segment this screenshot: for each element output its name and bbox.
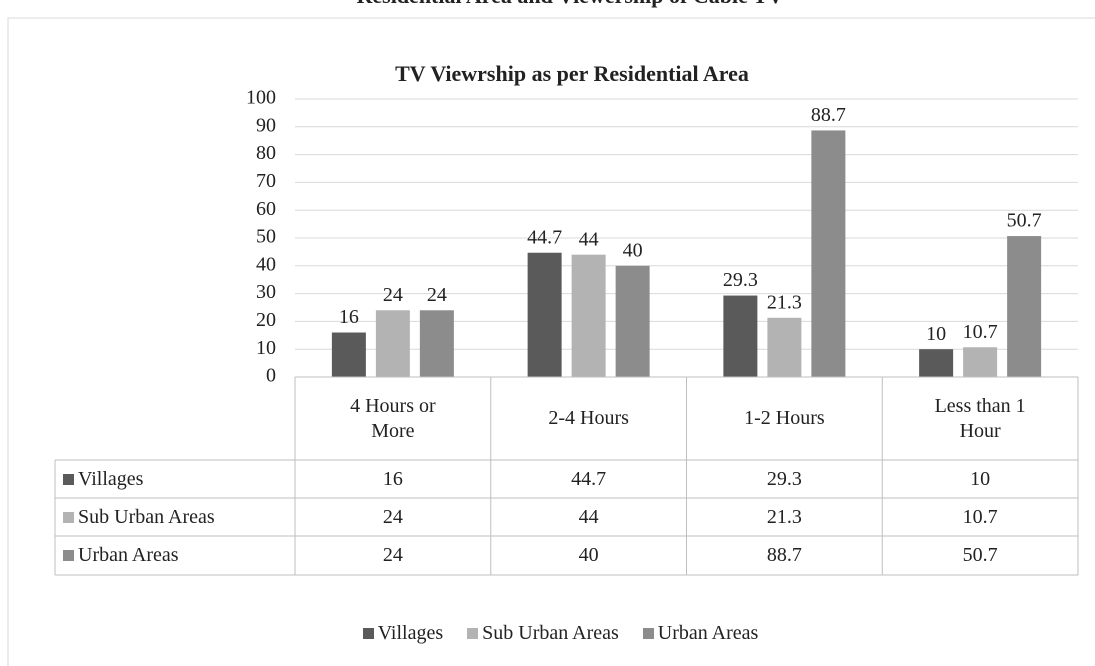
table-value: 29.3 [766,467,802,490]
table-row-header: Sub Urban Areas [55,498,295,536]
data-label: 40 [623,239,643,261]
x-tick-label: 1-2 Hours [744,407,825,429]
y-tick-label: 60 [256,198,276,220]
data-label: 24 [427,284,447,306]
legend: Villages Sub Urban Areas Urban Areas [26,620,1095,646]
data-label: 16 [339,306,359,328]
table-value: 16 [382,467,403,490]
y-tick-label: 40 [256,253,276,275]
legend-swatch [642,627,654,639]
series-name: Villages [78,467,144,490]
table-row-header: Villages [55,460,295,498]
bar [419,310,454,377]
table-value: 10.7 [962,505,998,528]
data-label: 10 [926,323,946,345]
data-label: 44 [579,228,599,250]
series-name: Sub Urban Areas [78,505,215,528]
data-label: 21.3 [767,291,802,313]
bar [331,332,366,377]
data-label: 44.7 [527,226,562,248]
x-tick-label: 2-4 Hours [548,407,629,429]
caption: Residential Area and Viewership of Cable… [357,0,784,8]
data-label: 29.3 [723,269,758,291]
table-value: 21.3 [766,505,802,528]
y-tick-label: 20 [256,309,276,331]
table-value: 24 [382,544,403,566]
y-tick-label: 50 [256,226,276,248]
legend-label: Villages [377,621,444,644]
y-tick-label: 70 [256,170,276,192]
data-label: 10.7 [963,321,998,343]
table-value: 40 [578,544,599,566]
legend-item: Sub Urban Areas [467,622,619,645]
data-label: 24 [383,284,403,306]
bar [723,295,758,377]
bar [811,130,846,377]
legend-item: Villages [362,621,444,645]
bar [615,265,650,377]
bar [375,310,410,377]
legend-swatch [63,511,74,523]
table-value: 24 [382,505,403,528]
legend-item: Urban Areas [642,621,759,645]
x-tick-label: Less than 1 Hour [934,394,1026,442]
y-tick-label: 0 [266,365,276,387]
table-value: 10 [970,467,991,490]
chart-title: TV Viewrship as per Residential Area [395,61,749,86]
legend-swatch [362,627,374,639]
bar [963,347,998,377]
y-tick-label: 100 [246,87,276,109]
y-tick-label: 30 [256,281,276,303]
table-value: 50.7 [962,544,998,566]
legend-label: Urban Areas [657,621,759,644]
y-tick-label: 10 [256,337,276,359]
table-value: 44 [578,505,599,528]
bar [527,252,562,377]
x-tick-label: 4 Hours or More [350,394,436,442]
table-value: 44.7 [571,467,607,490]
series-name: Urban Areas [78,544,179,566]
bar [1007,236,1042,377]
bar [767,317,802,377]
y-tick-label: 90 [256,114,276,136]
table-value: 88.7 [766,544,802,566]
y-tick-label: 80 [256,142,276,164]
bar [919,349,954,377]
legend-swatch [63,550,74,561]
data-label: 88.7 [811,104,846,126]
legend-swatch [63,473,74,485]
legend-label: Sub Urban Areas [482,621,619,644]
table-row-header: Urban Areas [55,536,295,575]
legend-swatch [467,627,479,639]
data-label: 50.7 [1007,210,1042,232]
bar [571,254,606,377]
